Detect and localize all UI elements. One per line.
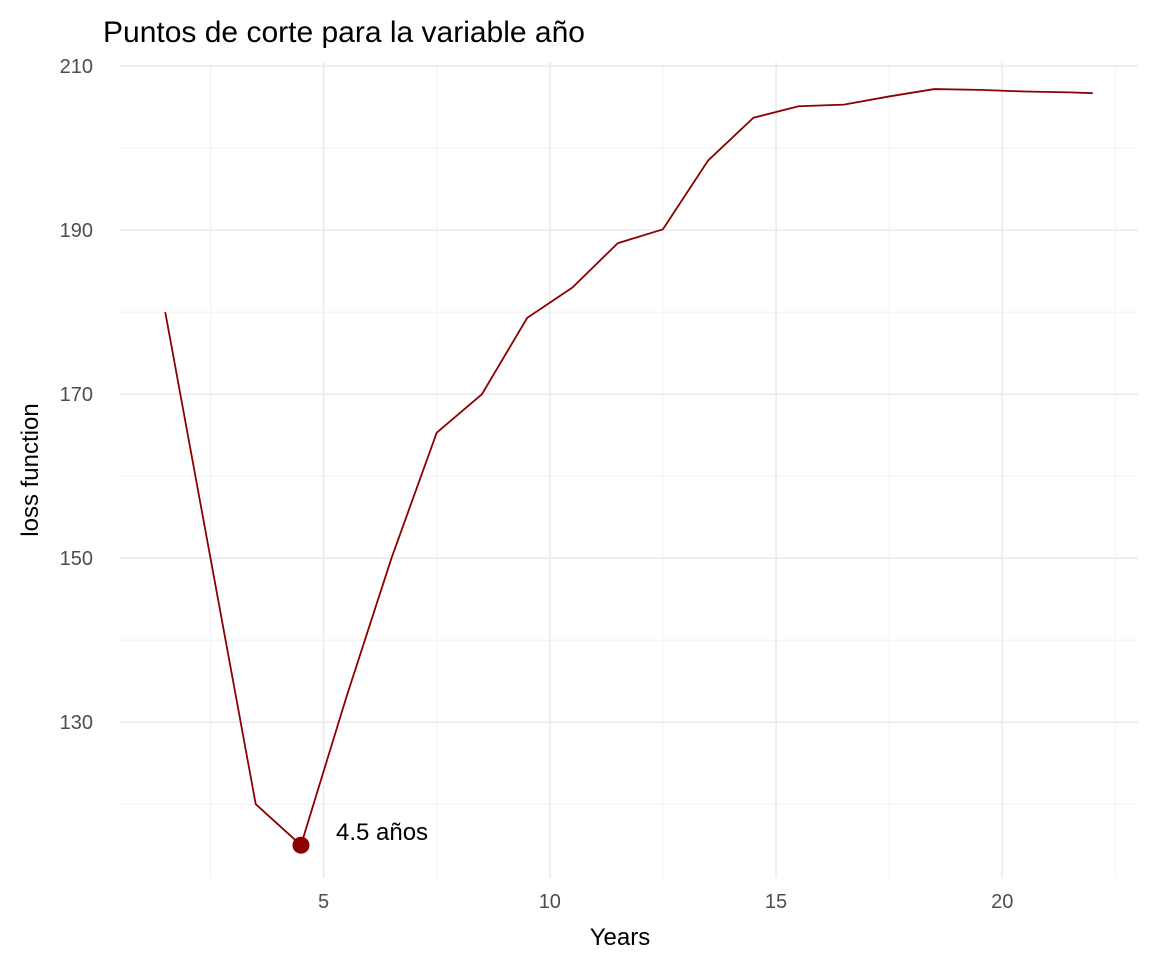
x-tick-label: 10 (539, 891, 561, 913)
chart-title: Puntos de corte para la variable año (103, 16, 585, 49)
y-tick-label: 150 (60, 548, 93, 570)
series-group: 4.5 años (164, 88, 1093, 854)
minor-gridlines (120, 62, 1138, 878)
y-tick-label: 170 (60, 384, 93, 406)
x-tick-label: 15 (765, 891, 787, 913)
y-tick-label: 130 (60, 712, 93, 734)
highlight-point (292, 836, 310, 854)
y-tick-label: 190 (60, 220, 93, 242)
highlight-label: 4.5 años (336, 819, 428, 846)
series-line (164, 88, 1093, 847)
x-tick-label: 5 (318, 891, 329, 913)
x-tick-label: 20 (991, 891, 1013, 913)
y-tick-label: 210 (60, 56, 93, 78)
y-axis-title: loss function (17, 403, 44, 536)
x-axis-title: Years (590, 924, 651, 951)
tick-labels: 5 10 15 20 130 150 170 190 210 (60, 56, 1014, 913)
major-gridlines (120, 62, 1138, 878)
